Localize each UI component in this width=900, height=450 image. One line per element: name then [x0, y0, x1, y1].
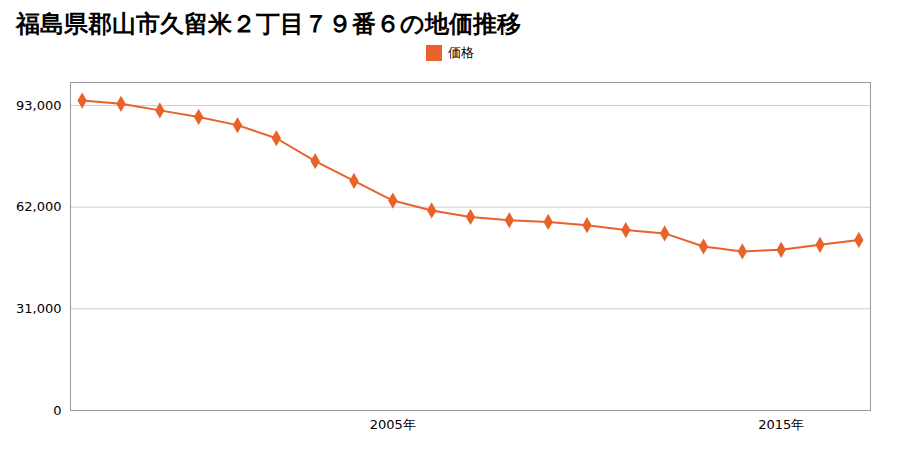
html-text:価格: 価格: [448, 45, 474, 60]
svg-text:93,000: 93,000: [16, 98, 62, 113]
svg-text:2015年: 2015年: [758, 417, 804, 432]
svg-text:0: 0: [53, 403, 61, 418]
svg-text:2005年: 2005年: [370, 417, 416, 432]
svg-text:62,000: 62,000: [16, 199, 62, 214]
html-text:福島県郡山市久留米２丁目７９番６の地価推移: 福島県郡山市久留米２丁目７９番６の地価推移: [16, 10, 521, 38]
svg-text:31,000: 31,000: [16, 301, 62, 316]
